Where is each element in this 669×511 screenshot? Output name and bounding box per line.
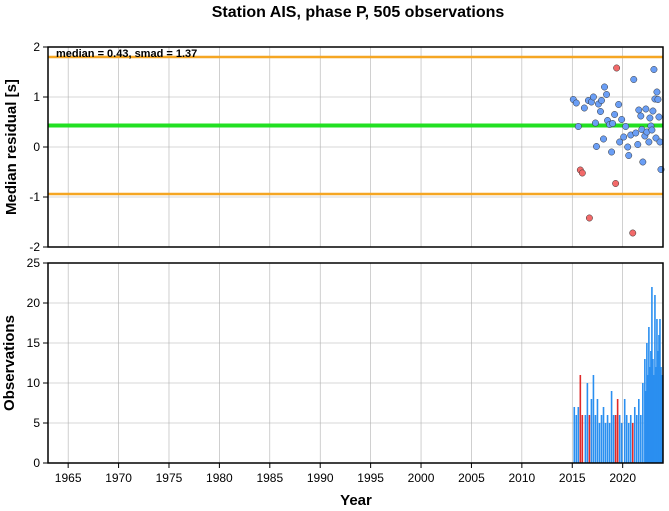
x-tick-label: 1990	[307, 471, 334, 485]
observations-frame	[47, 262, 664, 464]
outlier-point	[578, 169, 586, 177]
observations-y-tick-label: 5	[33, 416, 40, 430]
observations-y-tick-label: 25	[27, 256, 41, 270]
residual-point	[572, 99, 580, 107]
residual-point	[603, 91, 610, 98]
observations-y-ticks: 0 5 10 15 20 25	[27, 256, 48, 470]
residual-y-tick-label: 0	[33, 140, 40, 154]
chart-title: Station AIS, phase P, 505 observations	[212, 4, 505, 21]
residual-point	[616, 138, 624, 146]
residual-point	[593, 143, 600, 150]
residual-point	[656, 138, 664, 146]
x-tick-label: 1970	[105, 471, 132, 485]
residual-point	[574, 123, 582, 130]
residual-point	[654, 96, 662, 103]
observations-bars	[573, 287, 663, 463]
residual-point	[592, 119, 599, 127]
residual-point	[648, 126, 656, 134]
residual-point	[630, 76, 638, 83]
residual-point	[608, 148, 616, 156]
observations-panel: 0 5 10 15 20 25 1965 1970 1975 1980 1985 1990 1995 2…	[1, 256, 664, 509]
outlier-point	[613, 64, 621, 72]
x-tick-label: 2020	[609, 471, 636, 485]
residual-y-axis-label: Median residual [s]	[3, 79, 20, 215]
residual-point	[597, 108, 604, 115]
x-tick-label: 2005	[458, 471, 485, 485]
residual-point	[625, 152, 633, 159]
observations-plot-area	[48, 263, 663, 463]
residual-point	[649, 107, 657, 115]
x-tick-label: 2000	[408, 471, 435, 485]
residual-point	[650, 66, 658, 73]
x-tick-label: 1975	[156, 471, 183, 485]
residual-point	[653, 88, 661, 96]
residual-point	[639, 158, 647, 166]
residual-panel: median = 0.43, smad = 1.37 -2 -1 0 1 2 Media…	[3, 40, 665, 254]
residual-point	[637, 112, 645, 120]
residual-point	[645, 138, 653, 146]
observations-y-tick-label: 10	[27, 376, 41, 390]
observations-y-tick-label: 0	[33, 456, 40, 470]
residual-point	[622, 123, 630, 130]
x-tick-label: 1980	[206, 471, 233, 485]
x-tick-label: 1965	[55, 471, 82, 485]
x-axis-label: Year	[340, 492, 372, 509]
residual-points	[569, 64, 665, 237]
residual-point	[601, 83, 608, 91]
residual-y-tick-label: -2	[29, 240, 40, 254]
outlier-point	[612, 180, 620, 187]
observations-y-tick-label: 15	[27, 336, 41, 350]
residual-point	[624, 143, 632, 151]
residual-point	[646, 114, 654, 122]
x-tick-label: 1995	[357, 471, 384, 485]
x-tick-label: 1985	[256, 471, 283, 485]
residual-y-tick-label: 1	[33, 90, 40, 104]
residual-point	[589, 93, 597, 101]
residual-y-tick-label: 2	[33, 40, 40, 54]
residual-point	[635, 106, 643, 114]
residual-y-tick-label: -1	[29, 190, 40, 204]
x-tick-label: 2010	[509, 471, 536, 485]
residual-point	[634, 141, 642, 148]
x-tick-label: 2015	[559, 471, 586, 485]
stats-annotation: median = 0.43, smad = 1.37	[56, 48, 197, 60]
residual-point	[609, 120, 617, 127]
residual-point	[611, 111, 619, 118]
observations-x-ticks: 1965 1970 1975 1980 1985 1990 1995 2000 2005 2010…	[55, 463, 636, 485]
residual-point	[632, 129, 640, 137]
residual-point	[600, 135, 607, 143]
residual-point	[655, 113, 663, 121]
residual-grid	[48, 46, 663, 248]
observations-y-axis-label: Observations	[1, 315, 18, 411]
outlier-point	[585, 214, 593, 222]
observations-y-tick-label: 20	[27, 296, 41, 310]
residual-reference-lines	[48, 55, 663, 196]
residual-y-ticks: -2 -1 0 1 2	[29, 40, 48, 254]
residual-point	[618, 116, 626, 123]
residual-point	[642, 105, 650, 113]
residual-point	[598, 97, 605, 104]
residual-point	[620, 133, 628, 141]
residual-point	[580, 104, 588, 112]
outlier-point	[629, 229, 637, 237]
residual-point	[615, 101, 623, 108]
